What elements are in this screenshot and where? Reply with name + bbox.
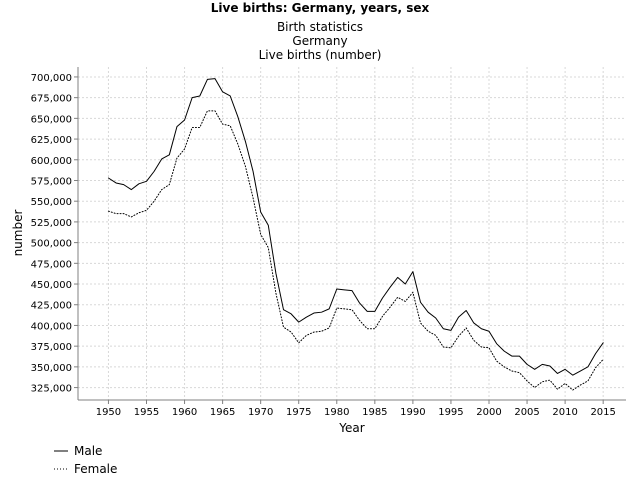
y-tick-label: 525,000 bbox=[31, 218, 72, 229]
y-tick-label: 450,000 bbox=[31, 280, 72, 291]
x-tick-label: 2010 bbox=[552, 407, 577, 418]
y-tick-label: 500,000 bbox=[31, 239, 72, 250]
y-tick-label: 475,000 bbox=[31, 259, 72, 270]
chart-title: Live births: Germany, years, sex bbox=[211, 1, 430, 15]
x-tick-label: 1970 bbox=[248, 407, 273, 418]
y-axis-label: number bbox=[11, 210, 25, 257]
x-tick-label: 1985 bbox=[362, 407, 387, 418]
y-tick-label: 600,000 bbox=[31, 156, 72, 167]
y-tick-label: 700,000 bbox=[31, 73, 72, 84]
y-tick-label: 550,000 bbox=[31, 197, 72, 208]
y-tick-label: 575,000 bbox=[31, 176, 72, 187]
y-tick-label: 350,000 bbox=[31, 363, 72, 374]
x-axis-ticks: 1950 1955 1960 1965 1970 1975 1980 1985 1990 1995… bbox=[96, 400, 616, 418]
series-lines bbox=[107, 78, 604, 391]
x-tick-label: 1995 bbox=[438, 407, 463, 418]
x-tick-label: 2015 bbox=[590, 407, 615, 418]
x-tick-label: 1955 bbox=[134, 407, 159, 418]
y-axis-ticks: 325,000 350,000 375,000 400,000 425,000 450,0… bbox=[31, 73, 78, 395]
chart-subtitle-line-3: Live births (number) bbox=[259, 48, 382, 62]
chart-subtitle-line-2: Germany bbox=[292, 34, 347, 48]
x-tick-label: 1975 bbox=[286, 407, 311, 418]
x-tick-label: 1950 bbox=[96, 407, 121, 418]
x-tick-label: 1960 bbox=[172, 407, 197, 418]
y-tick-label: 625,000 bbox=[31, 135, 72, 146]
plot-background bbox=[78, 67, 626, 400]
plot-area: 325,000 350,000 375,000 400,000 425,000 450,0… bbox=[31, 67, 626, 418]
x-tick-label: 2000 bbox=[476, 407, 501, 418]
y-tick-label: 375,000 bbox=[31, 342, 72, 353]
female-series-line bbox=[107, 110, 604, 391]
x-axis-label: Year bbox=[338, 421, 364, 435]
x-tick-label: 1980 bbox=[324, 407, 349, 418]
y-tick-label: 425,000 bbox=[31, 301, 72, 312]
y-tick-label: 325,000 bbox=[31, 384, 72, 395]
chart-subtitle-line-1: Birth statistics bbox=[277, 20, 363, 34]
grid-lines bbox=[78, 67, 626, 400]
y-tick-label: 675,000 bbox=[31, 94, 72, 105]
legend-female-label: Female bbox=[74, 462, 117, 476]
male-series-line bbox=[107, 78, 604, 376]
y-tick-label: 650,000 bbox=[31, 114, 72, 125]
legend-male-label: Male bbox=[74, 444, 102, 458]
axes bbox=[77, 67, 626, 401]
x-tick-label: 1990 bbox=[400, 407, 425, 418]
y-tick-label: 400,000 bbox=[31, 321, 72, 332]
legend: Male Female bbox=[54, 444, 117, 476]
x-tick-label: 2005 bbox=[514, 407, 539, 418]
x-tick-label: 1965 bbox=[210, 407, 235, 418]
